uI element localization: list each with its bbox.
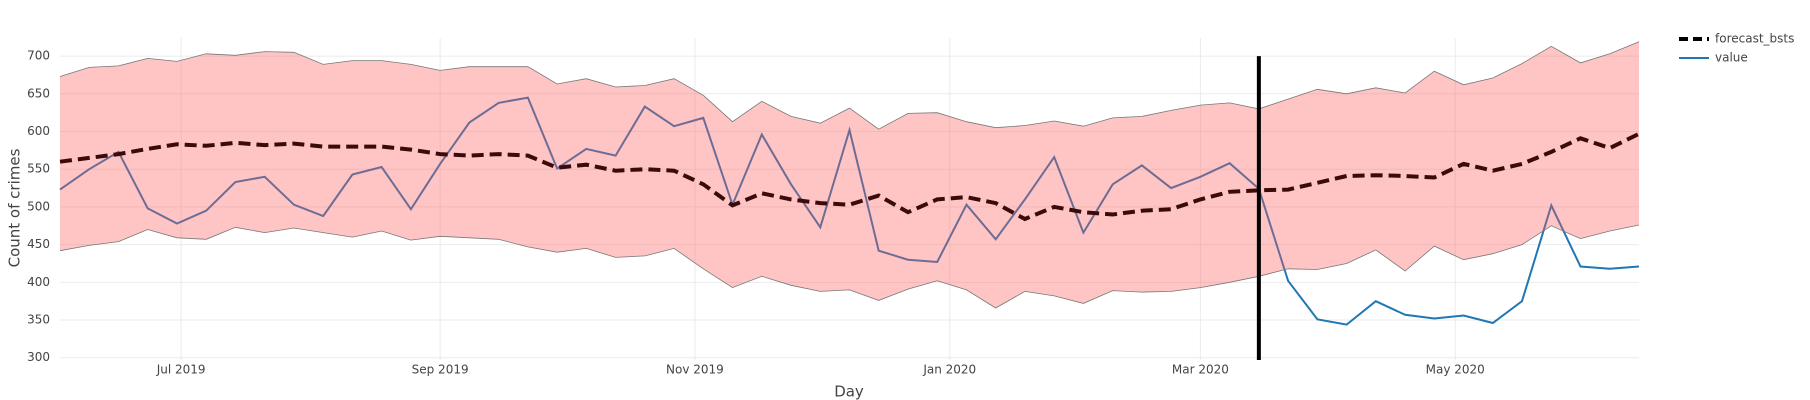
x-tick-label: Jul 2019 <box>156 363 206 377</box>
x-axis-title: Day <box>834 383 864 400</box>
y-tick-label: 400 <box>27 275 50 289</box>
y-tick-label: 300 <box>27 350 50 364</box>
y-tick-label: 450 <box>27 237 50 251</box>
y-tick-label: 550 <box>27 162 50 176</box>
legend-label: value <box>1715 51 1748 65</box>
band-lower-edge <box>59 224 1640 309</box>
y-tick-label: 500 <box>27 199 50 213</box>
y-tick-label: 700 <box>27 49 50 63</box>
confidence-band <box>60 41 1639 309</box>
y-tick-label: 350 <box>27 313 50 327</box>
x-tick-label: Mar 2020 <box>1172 363 1229 377</box>
legend-label: forecast_bsts <box>1715 32 1794 46</box>
band-upper-edge <box>59 41 1640 130</box>
y-tick-label: 600 <box>27 124 50 138</box>
y-tick-label: 650 <box>27 86 50 100</box>
x-tick-label: Jan 2020 <box>922 363 976 377</box>
y-axis-title: Count of crimes <box>6 148 24 267</box>
x-tick-label: Nov 2019 <box>666 363 724 377</box>
x-tick-label: Sep 2019 <box>412 363 469 377</box>
x-tick-label: May 2020 <box>1426 363 1485 377</box>
value-line <box>59 96 1640 326</box>
forecast-line <box>59 132 1640 222</box>
